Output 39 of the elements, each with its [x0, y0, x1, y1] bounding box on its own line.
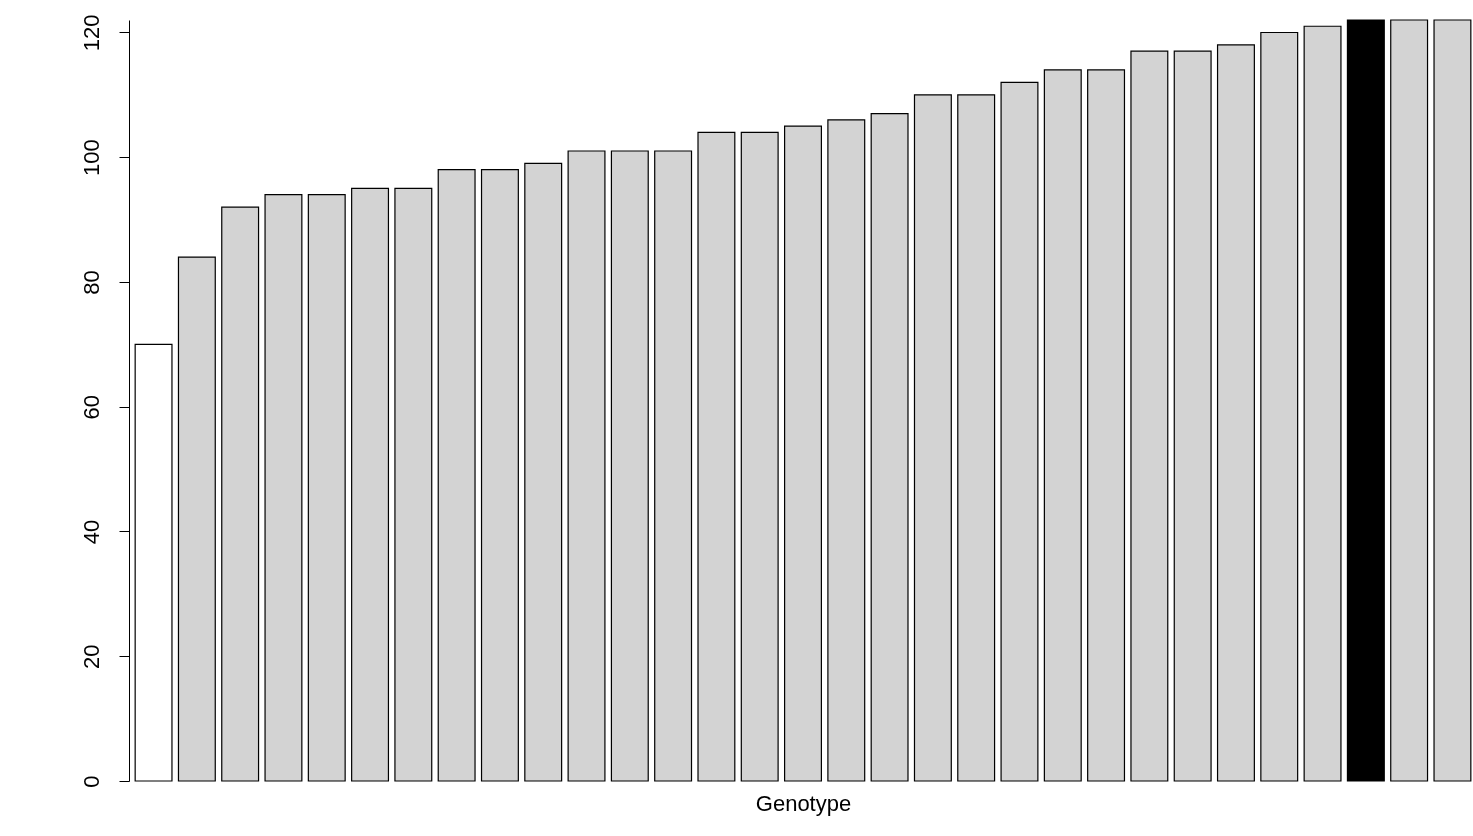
bar	[913, 94, 952, 782]
y-tick-label: 80	[78, 270, 104, 295]
bar	[697, 131, 736, 782]
bar	[221, 206, 260, 782]
y-tick-label: 40	[78, 519, 104, 545]
bar	[134, 343, 173, 782]
bar	[480, 169, 519, 782]
bar	[610, 150, 649, 782]
bar	[264, 194, 303, 782]
bar	[1130, 50, 1169, 782]
x-axis-title: Genotype	[755, 790, 852, 816]
bar	[437, 169, 476, 782]
bar	[827, 119, 866, 782]
y-tick-label: 120	[78, 14, 104, 52]
y-tick-label: 100	[78, 139, 104, 177]
bar	[1216, 44, 1255, 782]
bar	[1043, 69, 1082, 782]
bar	[1390, 19, 1429, 782]
bar	[351, 187, 390, 782]
bar	[307, 194, 346, 782]
bar	[654, 150, 693, 782]
bar	[1173, 50, 1212, 782]
bar	[524, 162, 563, 782]
bar	[784, 125, 822, 782]
bar	[1433, 19, 1472, 782]
bar	[957, 94, 996, 782]
bar	[740, 131, 779, 782]
y-tick-label: 60	[78, 395, 104, 420]
bar	[1087, 69, 1126, 782]
bar	[1000, 81, 1039, 782]
y-tick-label: 20	[78, 644, 104, 669]
bar	[567, 150, 606, 782]
bar	[394, 187, 433, 782]
bar	[1260, 31, 1299, 782]
y-tick-label: 0	[78, 775, 104, 788]
bar	[1303, 25, 1342, 782]
bar	[870, 112, 909, 782]
bar	[177, 256, 216, 782]
bar	[1346, 19, 1385, 782]
